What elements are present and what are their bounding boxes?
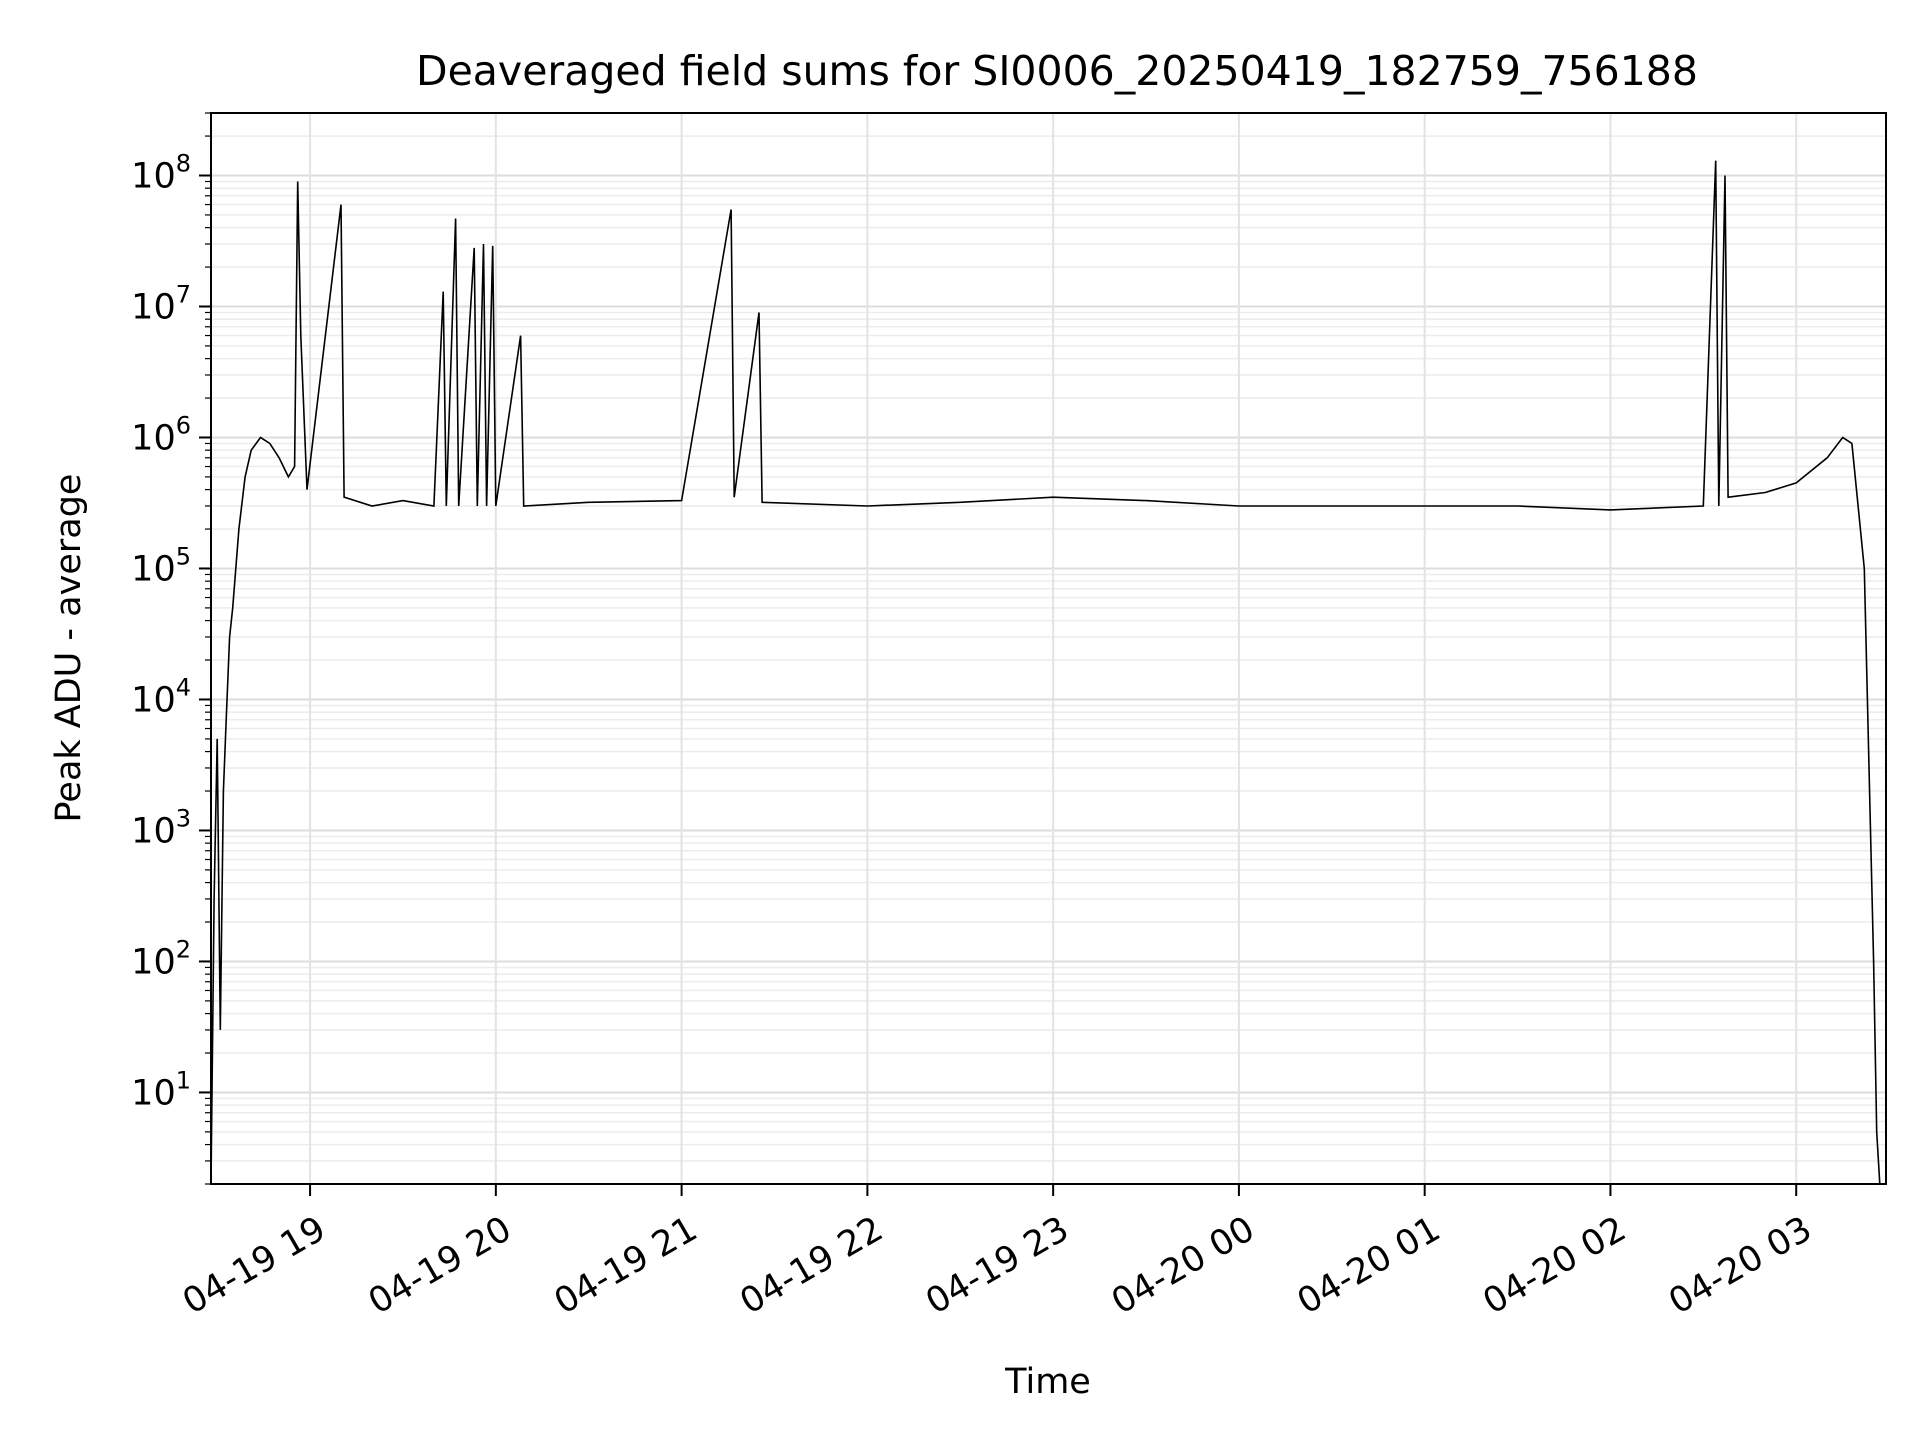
y-tick-label: 103	[131, 804, 191, 851]
y-tick-label: 108	[131, 149, 191, 196]
chart-title: Deaveraged field sums for SI0006_2025041…	[416, 47, 1698, 95]
x-axis-label: Time	[1004, 1362, 1091, 1402]
y-axis-label: Peak ADU - average	[49, 474, 89, 823]
y-tick-label: 102	[131, 935, 191, 982]
series-group	[210, 160, 1881, 1185]
plot-frame	[210, 112, 1887, 1185]
y-tick-label: 105	[131, 542, 191, 589]
y-tick-label: 101	[131, 1066, 191, 1113]
y-tick-label: 107	[131, 280, 191, 327]
y-axis: 101 102 103 104 105 106 107 108	[131, 112, 211, 1185]
y-tick-label: 104	[131, 673, 191, 720]
series-line	[210, 160, 1881, 1185]
y-tick-label: 106	[131, 411, 191, 458]
